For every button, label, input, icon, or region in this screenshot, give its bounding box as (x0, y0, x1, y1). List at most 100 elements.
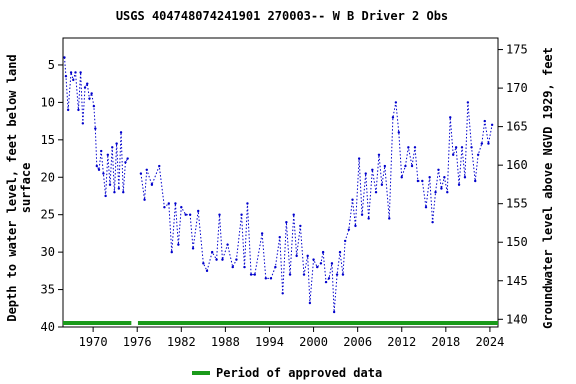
plot-frame (62, 37, 499, 328)
y-tick-label: 30 (41, 245, 55, 259)
data-point (312, 258, 315, 261)
data-point (400, 176, 403, 179)
data-point (205, 269, 209, 273)
data-point (347, 228, 351, 231)
data-point (404, 164, 407, 168)
chart-title: USGS 404748074241901 270003-- W B Driver… (116, 9, 448, 23)
data-point (292, 213, 295, 216)
data-point (374, 191, 378, 194)
data-point (81, 122, 85, 125)
data-point (253, 273, 256, 276)
data-point (83, 86, 87, 89)
data-point (490, 123, 494, 127)
data-point (100, 149, 103, 153)
data-point (158, 164, 161, 168)
y-tick-label: 35 (41, 283, 55, 297)
approved-period (137, 321, 498, 325)
y-tick-label: 10 (41, 95, 55, 109)
y2-tick-label: 150 (506, 235, 528, 249)
data-point (302, 273, 306, 276)
data-point (117, 187, 121, 190)
data-point (249, 273, 253, 276)
data-point (460, 146, 464, 149)
data-point (197, 209, 200, 213)
data-point (357, 157, 361, 160)
data-point (354, 224, 357, 228)
data-point (113, 191, 116, 194)
data-point (215, 258, 218, 261)
data-point (299, 224, 302, 228)
y2-tick-label: 155 (506, 197, 528, 211)
data-point (167, 202, 171, 205)
data-point (324, 280, 328, 284)
series-line (63, 57, 493, 313)
x-tick-label: 1982 (167, 335, 196, 349)
legend-label: Period of approved data (216, 366, 382, 380)
data-point (487, 142, 490, 145)
y2-tick-label: 140 (506, 312, 528, 326)
data-point (122, 191, 125, 194)
data-point (104, 194, 107, 198)
data-point (102, 172, 105, 175)
data-point (72, 78, 75, 82)
data-point (480, 142, 484, 145)
data-point (341, 273, 345, 276)
data-point (360, 213, 364, 216)
data-point (466, 101, 470, 104)
x-tick-label: 2024 (475, 335, 504, 349)
data-point (380, 183, 384, 186)
data-point (463, 176, 467, 179)
data-point (335, 273, 339, 276)
y2-tick-label: 170 (506, 81, 528, 95)
data-point (332, 310, 336, 314)
data-point (269, 277, 273, 280)
data-point (410, 164, 414, 168)
data-point (281, 292, 284, 295)
data-point (457, 183, 461, 186)
data-point (191, 247, 195, 250)
y-tick-label: 40 (41, 320, 55, 334)
data-point (288, 273, 292, 276)
data-point (226, 243, 229, 246)
data-point (416, 179, 420, 183)
data-point (74, 71, 77, 74)
data-point (97, 168, 101, 171)
data-point (437, 168, 440, 171)
data-point (231, 265, 234, 269)
data-point (79, 71, 82, 74)
data-point (431, 220, 434, 224)
y-axis-label: surface (19, 163, 33, 214)
data-point (454, 146, 458, 149)
y-tick-label: 5 (48, 58, 55, 72)
data-point (77, 108, 80, 112)
x-tick-label: 2012 (387, 335, 416, 349)
data-point (446, 191, 449, 194)
y2-tick-label: 165 (506, 120, 528, 134)
data-point (218, 213, 221, 216)
data-point (407, 146, 410, 149)
y-axis-label: Depth to water level, feet below land (5, 54, 19, 321)
data-point (143, 198, 146, 201)
y-tick-label: 15 (41, 133, 55, 147)
data-point (145, 168, 148, 171)
data-point (306, 254, 309, 258)
data-point (108, 183, 112, 186)
data-point (413, 146, 417, 149)
data-point (174, 202, 177, 205)
data-point (184, 213, 187, 216)
data-point (106, 153, 110, 156)
data-point (371, 168, 374, 171)
data-point (343, 239, 347, 243)
data-point (364, 172, 367, 175)
data-point (383, 164, 387, 168)
data-point (327, 277, 331, 280)
data-point (330, 262, 334, 265)
data-point (388, 217, 391, 220)
data-point (316, 265, 319, 269)
data-point (476, 153, 480, 156)
data-point (295, 254, 298, 258)
data-point (126, 157, 129, 160)
y-tick-label: 20 (41, 170, 55, 184)
data-point (86, 82, 89, 85)
y2-tick-label: 145 (506, 274, 528, 288)
